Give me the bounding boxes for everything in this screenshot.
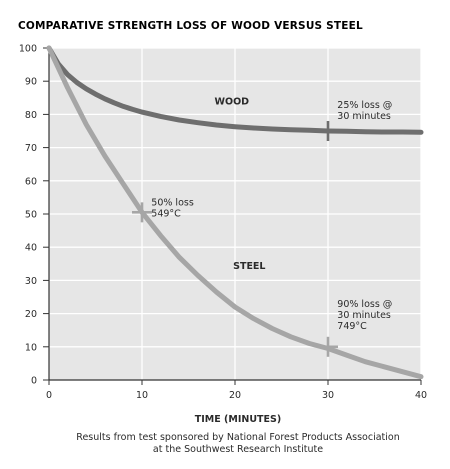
y-tick-label: 50	[25, 210, 37, 221]
markers	[132, 121, 338, 357]
marker-steel	[318, 336, 338, 357]
series-lines	[46, 45, 424, 380]
annotation-line: 30 minutes	[337, 310, 391, 321]
marker-wood	[318, 121, 338, 141]
annotation-line: 50% loss	[151, 198, 194, 209]
x-axis-label: TIME (MINUTES)	[195, 414, 281, 425]
series-line-steel	[46, 45, 424, 380]
annotation-line: 549°C	[151, 209, 181, 220]
y-tick-label: 70	[25, 143, 37, 154]
x-tick-label: 0	[46, 390, 52, 401]
y-tick-label: 30	[25, 276, 37, 287]
x-tick-label: 30	[322, 390, 334, 401]
y-tick-label: 0	[31, 376, 37, 387]
source-note-line-1: Results from test sponsored by National …	[76, 432, 399, 443]
y-tick-label: 60	[25, 176, 37, 187]
x-tick-label: 20	[229, 390, 241, 401]
y-tick-label: 20	[25, 309, 37, 320]
annotation-line: 749°C	[337, 321, 367, 332]
x-tick-label: 10	[136, 390, 148, 401]
marker-steel	[132, 202, 152, 223]
series-labels: WOOD STEEL	[215, 96, 266, 271]
series-label-steel: STEEL	[233, 261, 265, 272]
y-tick-label: 90	[25, 77, 37, 88]
y-tick-label: 40	[25, 243, 37, 254]
y-tick-label: 80	[25, 110, 37, 121]
y-tick-label: 100	[19, 44, 37, 55]
annotation-line: 30 minutes	[337, 111, 391, 122]
tick-labels: 0 10 20 30 40 50 60 70 80 90 100 0 10 20 30 40	[19, 44, 427, 402]
annotation: 50% loss 549°C	[151, 198, 194, 220]
series-label-wood: WOOD	[215, 96, 250, 107]
y-tick-label: 10	[25, 342, 37, 353]
source-note-line-2: at the Southwest Research Institute	[153, 444, 323, 455]
annotation-line: 25% loss @	[337, 100, 392, 111]
chart-title: COMPARATIVE STRENGTH LOSS OF WOOD VERSUS…	[18, 20, 363, 32]
series-line-wood	[46, 45, 424, 135]
annotation-line: 90% loss @	[337, 299, 392, 310]
x-tick-label: 40	[415, 390, 427, 401]
annotation: 25% loss @30 minutes	[337, 100, 392, 122]
annotation: 90% loss @30 minutes 749°C	[337, 299, 392, 332]
